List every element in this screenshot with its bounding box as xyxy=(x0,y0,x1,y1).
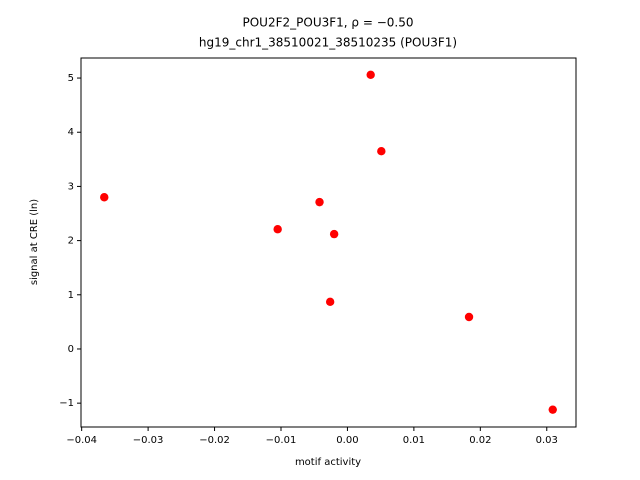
x-tick-label: 0.01 xyxy=(403,435,425,446)
point xyxy=(329,229,339,239)
point xyxy=(366,70,375,79)
plot-frame xyxy=(80,57,577,428)
y-tick-label: 5 xyxy=(68,73,74,84)
x-axis-label: motif activity xyxy=(295,457,361,468)
y-axis-label: signal at CRE (ln) xyxy=(29,199,40,285)
x-tick-label: −0.01 xyxy=(266,435,297,446)
x-tick-label: −0.02 xyxy=(199,435,230,446)
y-tick-label: 4 xyxy=(68,127,74,138)
y-tick-label: 2 xyxy=(68,236,74,247)
x-tick-label: 0.00 xyxy=(336,435,358,446)
point xyxy=(377,146,386,156)
x-tick-label: −0.04 xyxy=(66,435,97,446)
y-tick-label: −1 xyxy=(59,398,74,409)
y-tick-label: 3 xyxy=(68,181,74,192)
chart-subtitle: hg19_chr1_38510021_38510235 (POU3F1) xyxy=(199,36,457,50)
point xyxy=(315,197,324,207)
chart-title: POU2F2_POU3F1, ρ = −0.50 xyxy=(243,16,414,30)
point xyxy=(325,297,335,307)
point xyxy=(273,225,282,234)
point xyxy=(548,405,557,414)
x-tick-label: 0.02 xyxy=(469,435,491,446)
point xyxy=(100,193,109,202)
x-tick-label: −0.03 xyxy=(133,435,164,446)
y-tick-label: 0 xyxy=(68,344,74,355)
x-tick-label: 0.03 xyxy=(536,435,558,446)
point xyxy=(464,312,474,322)
y-tick-label: 1 xyxy=(68,290,74,301)
